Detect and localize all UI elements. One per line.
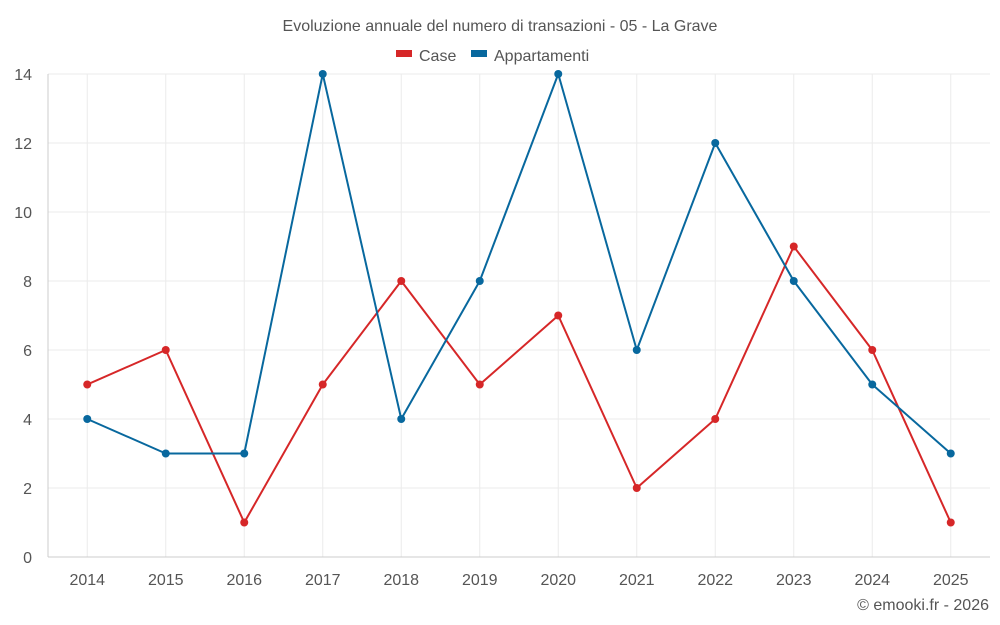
- credit: © emooki.fr - 2026: [857, 597, 989, 614]
- x-tick-label: 2020: [540, 572, 576, 589]
- x-tick-label: 2016: [226, 572, 262, 589]
- legend-item-appartamenti[interactable]: Appartamenti: [471, 48, 589, 65]
- x-tick-label: 2015: [148, 572, 184, 589]
- data-point-appartamenti[interactable]: [318, 70, 327, 78]
- data-point-case[interactable]: [711, 415, 720, 423]
- data-point-appartamenti[interactable]: [632, 346, 641, 354]
- data-point-case[interactable]: [161, 346, 170, 354]
- data-point-case[interactable]: [240, 518, 249, 527]
- series-line-case: [86, 245, 952, 524]
- series-layer: [83, 70, 955, 527]
- data-point-appartamenti[interactable]: [868, 380, 877, 389]
- x-tick-label: 2017: [305, 572, 341, 589]
- x-tick-label: 2018: [383, 572, 419, 589]
- data-point-appartamenti[interactable]: [83, 415, 92, 423]
- y-tick-label: 4: [23, 412, 32, 429]
- data-point-case[interactable]: [397, 277, 406, 285]
- legend-label-appartamenti: Appartamenti: [494, 48, 589, 65]
- legend: Case Appartamenti: [396, 48, 589, 65]
- data-point-case[interactable]: [946, 518, 955, 527]
- data-point-case[interactable]: [475, 380, 484, 389]
- x-tick-label: 2022: [697, 572, 733, 589]
- legend-swatch-case: [396, 50, 412, 57]
- data-point-case[interactable]: [789, 242, 798, 251]
- y-tick-label: 2: [23, 481, 32, 498]
- y-tick-label: 8: [23, 274, 32, 291]
- data-point-appartamenti[interactable]: [161, 449, 170, 458]
- grid: [48, 73, 990, 557]
- x-tick-label: 2014: [69, 572, 105, 589]
- data-point-appartamenti[interactable]: [240, 449, 249, 458]
- x-tick-label: 2021: [619, 572, 655, 589]
- axes: 0 2 4 6 8 10 12 14 2014 2015 2016 2017 2018 2019 2020 2…: [14, 67, 990, 589]
- series-case: [83, 242, 955, 527]
- y-tick-label: 0: [23, 550, 32, 567]
- legend-swatch-appartamenti: [471, 50, 487, 57]
- y-tick-label: 6: [23, 343, 32, 360]
- data-point-appartamenti[interactable]: [711, 139, 720, 147]
- data-point-case[interactable]: [632, 484, 641, 492]
- data-point-appartamenti[interactable]: [789, 277, 798, 285]
- y-tick-label: 10: [14, 205, 32, 222]
- x-tick-label: 2023: [776, 572, 812, 589]
- legend-item-case[interactable]: Case: [396, 48, 456, 65]
- data-point-appartamenti[interactable]: [946, 449, 955, 458]
- series-line-appartamenti: [86, 73, 952, 455]
- data-point-appartamenti[interactable]: [397, 415, 406, 423]
- x-tick-label: 2025: [933, 572, 969, 589]
- data-point-appartamenti[interactable]: [475, 277, 484, 285]
- x-tick-label: 2019: [462, 572, 498, 589]
- x-tick-label: 2024: [854, 572, 890, 589]
- y-tick-label: 14: [14, 67, 32, 84]
- data-point-case[interactable]: [554, 311, 563, 320]
- y-tick-label: 12: [14, 136, 32, 153]
- data-point-case[interactable]: [868, 346, 877, 354]
- chart-title: Evoluzione annuale del numero di transaz…: [283, 18, 718, 35]
- series-appartamenti: [83, 70, 955, 458]
- data-point-case[interactable]: [83, 380, 92, 389]
- data-point-appartamenti[interactable]: [554, 70, 563, 78]
- data-point-case[interactable]: [318, 380, 327, 389]
- legend-label-case: Case: [419, 48, 456, 65]
